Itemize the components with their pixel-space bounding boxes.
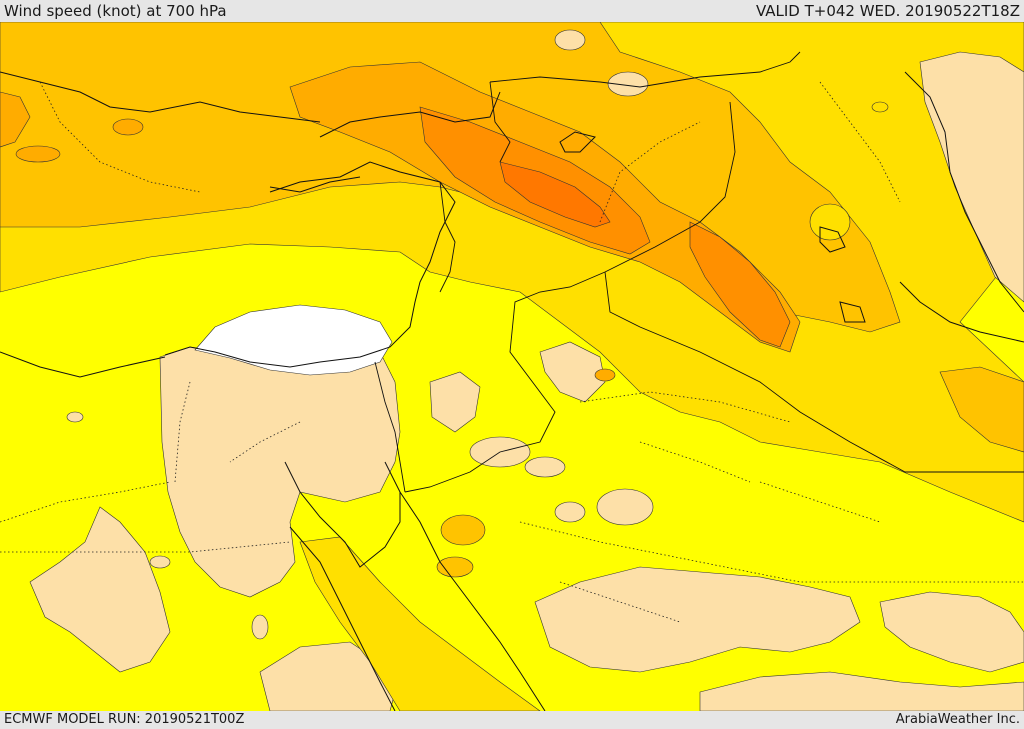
field-peach-jordan xyxy=(429,371,481,433)
admin-boundaries xyxy=(0,81,1024,623)
valid-time: VALID T+042 WED. 20190522T18Z xyxy=(755,2,1020,20)
field-orange-south xyxy=(689,221,791,348)
field-blobs xyxy=(15,29,889,640)
field-orange-deep xyxy=(499,161,611,228)
field-peach-ne-arabia xyxy=(539,341,606,403)
footer-bar: ECMWF MODEL RUN: 20190521T00Z ArabiaWeat… xyxy=(0,711,1024,729)
field-peach-west xyxy=(29,506,171,673)
map-title: Wind speed (knot) at 700 hPa xyxy=(4,2,227,20)
model-run: ECMWF MODEL RUN: 20190521T00Z xyxy=(4,712,245,727)
political-borders xyxy=(374,51,1024,493)
credit: ArabiaWeather Inc. xyxy=(895,712,1020,727)
wind-speed-map[interactable] xyxy=(0,22,1024,711)
field-red-sea-strip xyxy=(299,536,541,711)
coastlines xyxy=(0,71,1024,711)
field-calm xyxy=(194,304,393,376)
field-peach-iran xyxy=(919,51,1024,303)
header-bar: Wind speed (knot) at 700 hPa VALID T+042… xyxy=(0,0,1024,22)
field-amber-east xyxy=(939,366,1024,453)
map-canvas xyxy=(0,22,1024,711)
field-orange-light-west xyxy=(0,91,31,148)
field-peach-arabia-east xyxy=(879,591,1024,673)
field-peach-south xyxy=(699,671,1024,711)
field-peach-arabia xyxy=(534,566,861,673)
